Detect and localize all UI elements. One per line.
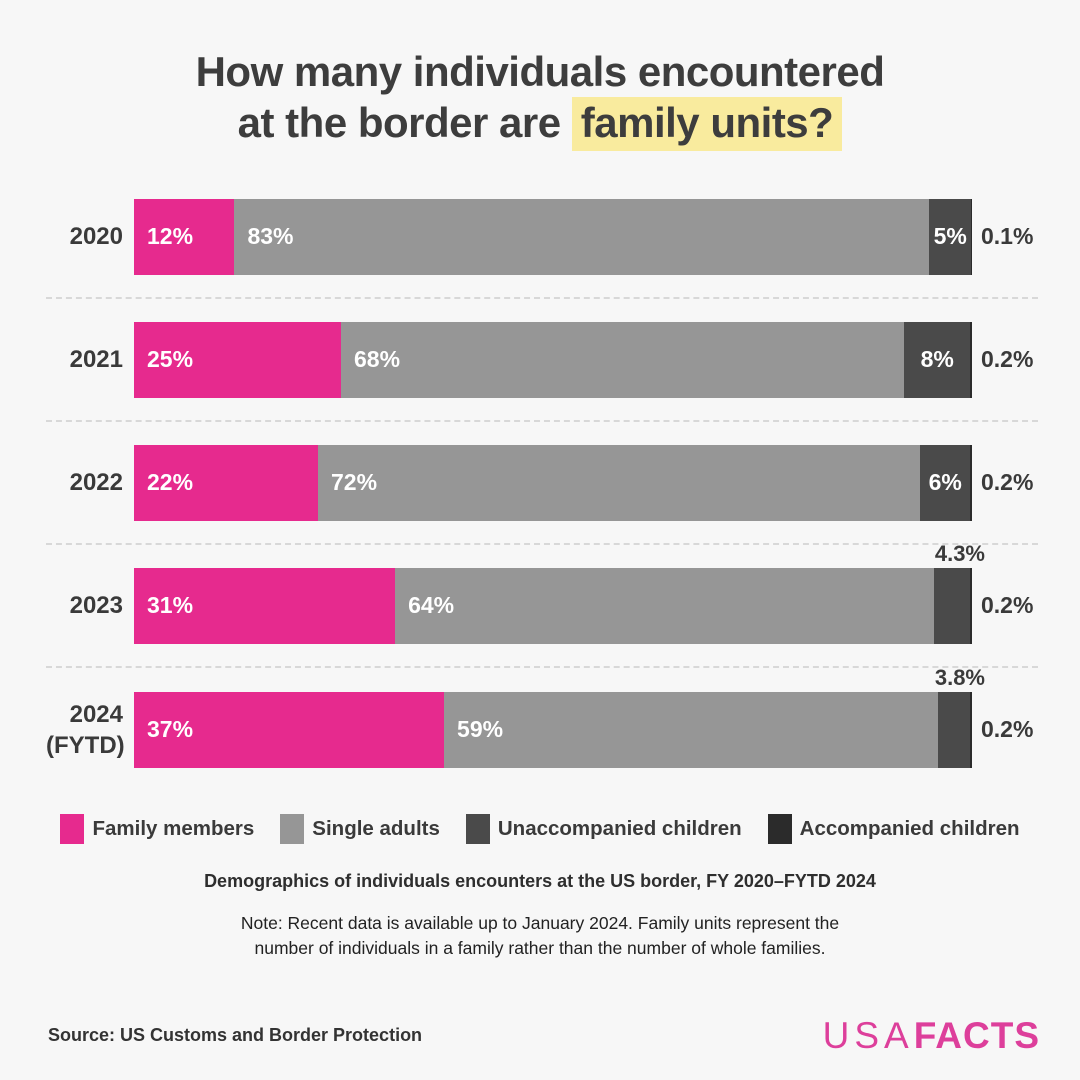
bar-segment-single-adults: 59%	[444, 691, 939, 768]
page-title: How many individuals encountered at the b…	[40, 46, 1040, 152]
source-text: Source: US Customs and Border Protection	[48, 1025, 423, 1045]
note-line2: number of individuals in a family rather…	[254, 938, 826, 959]
bar-segment-family-members: 25%	[134, 321, 342, 398]
legend-swatch	[280, 814, 305, 845]
outside-label: 0.1%	[981, 223, 1034, 250]
year-label: 2024 (FYTD)	[46, 700, 125, 759]
bar-segment-unaccompanied-children: 5%	[929, 198, 972, 275]
bar-segment-accompanied-children	[971, 198, 972, 275]
segment-label: 5%	[933, 223, 967, 250]
segment-label-above: 3.8%	[934, 664, 985, 690]
segment-label: 22%	[147, 469, 194, 496]
legend-swatch	[767, 814, 792, 845]
year-label: 2021	[69, 346, 123, 374]
legend-item: Unaccompanied children	[465, 814, 742, 845]
bar-track: 22% 72% 6%	[134, 444, 972, 521]
bar-segment-single-adults: 64%	[395, 567, 935, 644]
legend-swatch	[465, 814, 490, 845]
bar-segment-accompanied-children	[970, 567, 972, 644]
chart-row: 2022 22% 72% 6% 0.2%	[46, 422, 1038, 546]
bar-segment-family-members: 37%	[134, 691, 445, 768]
legend: Family members Single adults Unaccompanied…	[0, 814, 1080, 845]
bar-track: 37% 59% 3.8%	[134, 665, 985, 768]
bar-track: 31% 64% 4.3%	[134, 541, 985, 644]
bar-segment-single-adults: 72%	[317, 444, 921, 521]
bar-segment-accompanied-children	[970, 321, 972, 398]
segment-label: 37%	[147, 716, 194, 743]
year-label: 2020	[69, 223, 123, 251]
bar-chart: 2020 12% 83% 5% 0.1% 2021 25% 68% 8% 0.2% 2022 22% 7…	[46, 176, 1038, 791]
segment-label: 25%	[147, 346, 194, 373]
legend-label: Unaccompanied children	[497, 817, 742, 841]
legend-label: Single adults	[312, 817, 440, 841]
chart-subtitle: Demographics of individuals encounters a…	[204, 871, 876, 892]
segment-label: 31%	[147, 592, 194, 619]
bar-track: 12% 83% 5%	[134, 198, 972, 275]
bar-segment-unaccompanied-children	[938, 691, 971, 768]
bar-segment-family-members: 31%	[134, 567, 396, 644]
legend-item: Single adults	[280, 814, 440, 845]
bar-segment-accompanied-children	[970, 444, 972, 521]
outside-label: 0.2%	[981, 592, 1034, 619]
bar-segment-unaccompanied-children	[934, 567, 971, 644]
chart-row: 2023 31% 64% 4.3% 0.2%	[46, 541, 1038, 669]
bar-segment-unaccompanied-children: 6%	[920, 444, 971, 521]
bar-segment-family-members: 12%	[134, 198, 235, 275]
segment-label: 12%	[147, 223, 194, 250]
outside-label: 0.2%	[981, 716, 1034, 743]
year-label: 2023	[69, 592, 123, 620]
bar-segment-unaccompanied-children: 8%	[904, 321, 971, 398]
logo-usa: USA	[822, 1015, 914, 1056]
bar-segment-family-members: 22%	[134, 444, 318, 521]
segment-label-above: 4.3%	[934, 540, 985, 566]
legend-item: Accompanied children	[767, 814, 1020, 845]
title-line1: How many individuals encountered	[195, 48, 885, 95]
bar-track: 25% 68% 8%	[134, 321, 972, 398]
usafacts-logo: USAFACTS	[823, 1017, 1040, 1054]
outside-label: 0.2%	[981, 469, 1034, 496]
bar-segment-accompanied-children	[970, 691, 972, 768]
chart-row: 2024 (FYTD) 37% 59% 3.8% 0.2%	[46, 665, 1038, 791]
segment-label: 83%	[247, 223, 294, 250]
segment-label: 8%	[920, 346, 954, 373]
legend-item: Family members	[60, 814, 255, 845]
title-line2-prefix: at the border are	[237, 99, 572, 147]
outside-label: 0.2%	[981, 346, 1034, 373]
segment-label: 68%	[354, 346, 401, 373]
note-line1: Note: Recent data is available up to Jan…	[240, 913, 840, 934]
legend-label: Family members	[92, 817, 255, 841]
chart-row: 2021 25% 68% 8% 0.2%	[46, 299, 1038, 423]
title-highlight: family units?	[571, 97, 843, 152]
legend-swatch	[60, 814, 85, 845]
year-label: 2022	[69, 469, 123, 497]
segment-label: 59%	[457, 716, 504, 743]
footer: Source: US Customs and Border Protection…	[48, 1017, 1040, 1054]
legend-label: Accompanied children	[799, 817, 1020, 841]
segment-label: 6%	[928, 469, 962, 496]
segment-label: 64%	[408, 592, 455, 619]
chart-note: Note: Recent data is available up to Jan…	[0, 911, 1080, 961]
segment-label: 72%	[330, 469, 378, 496]
bar-segment-single-adults: 83%	[234, 198, 930, 275]
logo-facts: FACTS	[913, 1015, 1040, 1056]
chart-row: 2020 12% 83% 5% 0.1%	[46, 176, 1038, 300]
bar-segment-single-adults: 68%	[341, 321, 905, 398]
